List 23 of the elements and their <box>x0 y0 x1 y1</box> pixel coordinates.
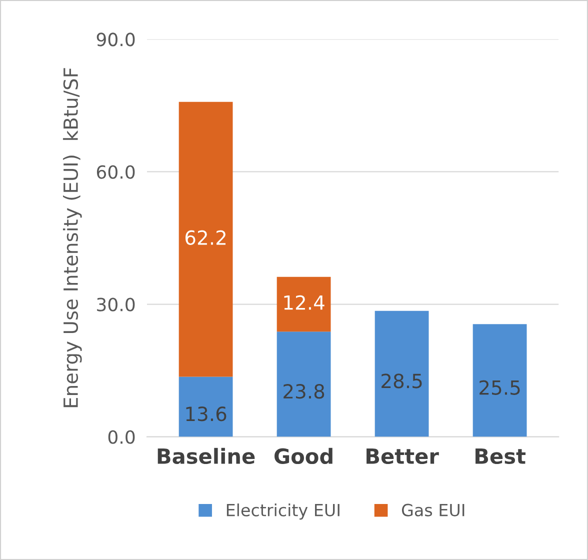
bar <box>374 310 429 437</box>
y-axis-title: Energy Use Intensity (EUI) kBtu/SF <box>62 68 82 408</box>
data-label: 23.8 <box>284 384 324 399</box>
x-tick-label: Baseline <box>158 448 255 464</box>
data-label: 12.4 <box>284 295 324 310</box>
data-label: 25.5 <box>480 380 520 395</box>
data-label: 13.6 <box>186 406 226 422</box>
x-tick-label: Better <box>366 448 439 464</box>
bar <box>178 102 233 377</box>
x-tick-label: Good <box>274 448 332 464</box>
bar <box>472 324 527 437</box>
bar <box>178 376 233 437</box>
x-tick-label: Best <box>476 448 526 464</box>
legend-label: Electricity EUI <box>226 503 340 520</box>
data-label: 28.5 <box>382 374 422 388</box>
bar <box>276 276 331 332</box>
legend-label: Gas EUI <box>402 504 464 516</box>
y-tick-label: 30.0 <box>97 298 135 312</box>
y-tick-label: 60.0 <box>96 165 135 179</box>
y-tick-label: 0.0 <box>108 430 135 444</box>
bar <box>276 332 331 437</box>
data-label: 62.2 <box>186 230 226 245</box>
y-tick-label: 90.0 <box>96 32 135 46</box>
